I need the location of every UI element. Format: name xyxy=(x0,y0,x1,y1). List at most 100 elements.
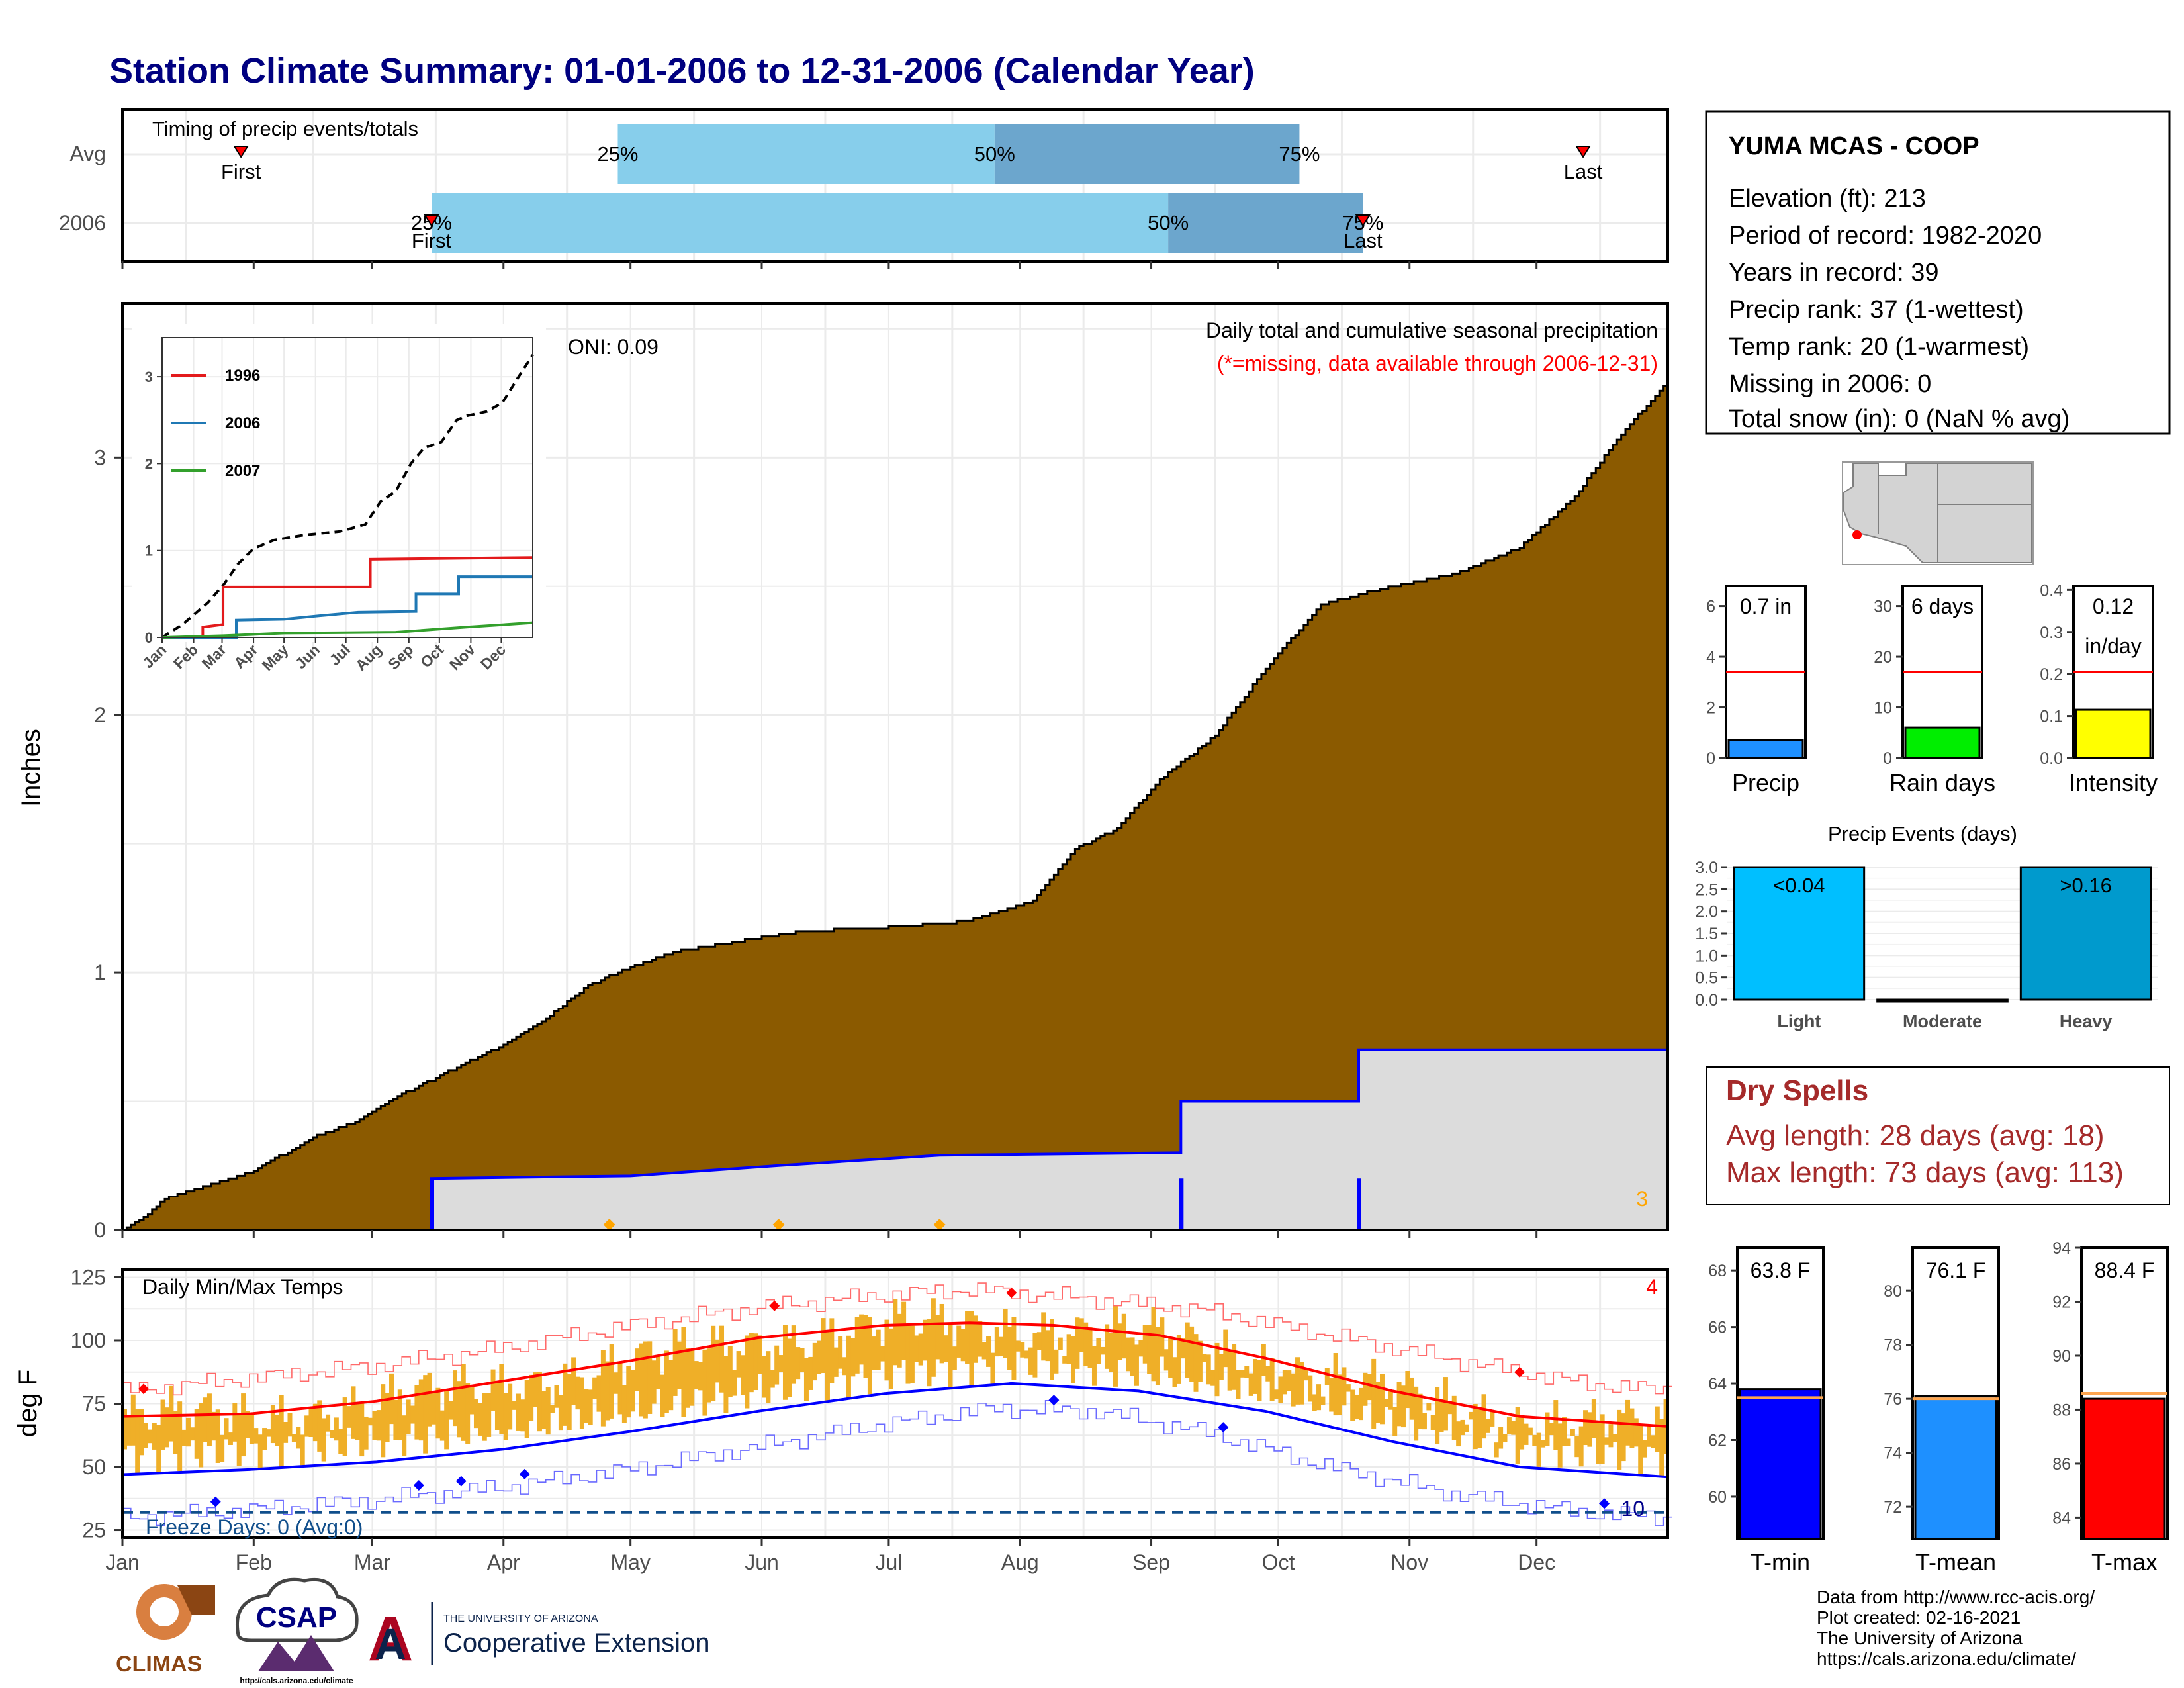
daily-temp-range-bar xyxy=(567,1374,572,1430)
daily-temp-range-bar xyxy=(1227,1350,1232,1391)
daily-temp-range-bar xyxy=(1041,1312,1046,1361)
daily-temp-range-bar xyxy=(617,1361,623,1415)
inset-y-tick-label: 2 xyxy=(145,455,153,472)
timing-row-avg-label: Avg xyxy=(69,142,106,165)
record-low-marker xyxy=(1599,1498,1610,1509)
missing-note: (*=missing, data available through 2006-… xyxy=(1217,352,1658,375)
daily-temp-range-bar xyxy=(211,1411,216,1441)
avg-cumulative-area xyxy=(122,380,1669,1231)
daily-temp-range-bar xyxy=(486,1393,492,1437)
daily-temp-range-bar xyxy=(372,1411,377,1440)
daily-temp-range-bar xyxy=(1549,1423,1554,1436)
daily-temp-range-bar xyxy=(927,1319,932,1387)
precip-record-marker xyxy=(933,1219,946,1231)
daily-temp-range-bar xyxy=(1168,1337,1173,1378)
daily-temp-range-bar xyxy=(647,1341,653,1414)
daily-temp-range-bar xyxy=(435,1387,441,1439)
inset-x-tick-label: Dec xyxy=(477,641,509,673)
record-low-marker xyxy=(1048,1395,1060,1406)
mini-bar-tick-label: 4 xyxy=(1706,648,1715,667)
daily-temp-range-bar xyxy=(1359,1387,1363,1421)
daily-temp-range-bar xyxy=(981,1342,987,1360)
daily-temp-range-bar xyxy=(1299,1362,1304,1405)
events-bar-light xyxy=(1733,866,1866,1001)
precip-event-spike xyxy=(430,1178,434,1230)
events-category-label: Moderate xyxy=(1903,1011,1982,1031)
temp-bar-value-t-mean xyxy=(1914,1395,1997,1540)
daily-temp-range-bar xyxy=(512,1401,517,1410)
daily-temp-range-bar xyxy=(1647,1426,1652,1447)
dry-spells-max: Max length: 73 days (avg: 113) xyxy=(1726,1156,2124,1189)
record-low-marker xyxy=(1218,1422,1229,1433)
daily-temp-range-bar xyxy=(1295,1357,1300,1405)
daily-temp-range-bar xyxy=(427,1372,432,1427)
precip-event-spike xyxy=(1179,1178,1184,1230)
daily-temp-range-bar xyxy=(330,1430,335,1438)
temp-bar-tick-label: 76 xyxy=(1884,1390,1902,1409)
daily-temp-range-bar xyxy=(1608,1424,1614,1448)
daily-temp-range-bar xyxy=(423,1375,428,1454)
daily-temp-range-bar xyxy=(1494,1442,1499,1458)
daily-temp-range-bar xyxy=(228,1432,233,1445)
daily-temp-range-bar xyxy=(723,1356,729,1413)
month-tick-label: Sep xyxy=(1132,1550,1170,1574)
daily-temp-range-bar xyxy=(122,1409,127,1450)
station-precip-rank: Precip rank: 37 (1-wettest) xyxy=(1729,296,2024,324)
daily-temp-range-bar xyxy=(304,1415,310,1437)
daily-temp-range-bar xyxy=(1185,1322,1190,1378)
temp-y-tick-label: 50 xyxy=(82,1455,106,1479)
events-bar-heavy xyxy=(2019,866,2152,1001)
daily-temp-range-bar xyxy=(321,1418,326,1462)
daily-temp-range-bar xyxy=(909,1325,915,1383)
daily-temp-range-bar xyxy=(635,1348,640,1391)
footer-line-plot-created: Plot created: 02-16-2021 xyxy=(1817,1607,2021,1628)
daily-temp-range-bar xyxy=(185,1417,191,1447)
daily-temp-range-bar xyxy=(872,1336,877,1370)
avg-max-line xyxy=(122,1321,1668,1428)
daily-temp-range-bar xyxy=(376,1410,381,1441)
daily-temp-range-bar xyxy=(516,1393,521,1431)
daily-temp-range-bar xyxy=(761,1356,766,1398)
daily-temp-range-bar xyxy=(326,1414,331,1432)
inset-x-tick-label: Apr xyxy=(230,641,261,671)
daily-temp-range-bar xyxy=(1527,1427,1533,1436)
daily-temp-range-bar xyxy=(994,1327,999,1357)
daily-temp-range-bar xyxy=(1020,1342,1025,1358)
inset-x-tick-label: Nov xyxy=(446,641,478,673)
daily-temp-range-bar xyxy=(592,1377,598,1399)
svg-text:A: A xyxy=(375,1619,406,1668)
daily-temp-range-bar xyxy=(461,1364,466,1441)
temperature-panel: 25 50 75 100 125 Daily Min/Max Temps 4 10 Fr… xyxy=(13,1265,1672,1574)
inset-y-tick-label: 1 xyxy=(145,543,153,559)
daily-temp-range-bar xyxy=(803,1358,809,1401)
daily-temp-range-bar xyxy=(249,1413,254,1444)
temp-bar-caption: T-mean xyxy=(1915,1548,1996,1575)
daily-temp-range-bar xyxy=(1426,1402,1432,1411)
daily-temp-range-bar xyxy=(1070,1336,1075,1384)
events-y-tick-label: 1.5 xyxy=(1695,925,1718,943)
daily-temp-range-bar xyxy=(596,1375,602,1412)
daily-temp-range-bar xyxy=(444,1389,449,1450)
daily-temp-range-bar xyxy=(698,1362,704,1391)
daily-temp-range-bar xyxy=(563,1363,568,1426)
daily-temp-range-bar xyxy=(944,1335,949,1362)
daily-temp-range-bar xyxy=(1405,1370,1410,1409)
daily-temp-range-bar xyxy=(1414,1386,1419,1441)
daily-temp-range-bar xyxy=(960,1329,966,1362)
temp-y-tick-label: 75 xyxy=(82,1392,106,1416)
daily-temp-range-bar xyxy=(1253,1359,1258,1394)
temp-y-tick-label: 100 xyxy=(71,1329,106,1352)
daily-temp-range-bar xyxy=(1520,1415,1525,1450)
timing-first-label: First xyxy=(221,160,261,183)
daily-temp-range-bar xyxy=(1329,1378,1334,1412)
temp-bar-value-label: 76.1 F xyxy=(1926,1258,1986,1282)
month-tick-label: Jul xyxy=(875,1550,902,1574)
inset-legend-label: 2007 xyxy=(225,462,260,480)
daily-temp-range-bar xyxy=(1490,1412,1495,1427)
daily-temp-range-bar xyxy=(584,1388,589,1423)
daily-temp-range-bar xyxy=(999,1336,1004,1357)
daily-temp-range-bar xyxy=(1316,1384,1322,1411)
daily-temp-range-bar xyxy=(1244,1366,1250,1378)
daily-temp-range-bar xyxy=(1308,1375,1313,1402)
events-y-tick-label: 2.0 xyxy=(1695,903,1718,921)
